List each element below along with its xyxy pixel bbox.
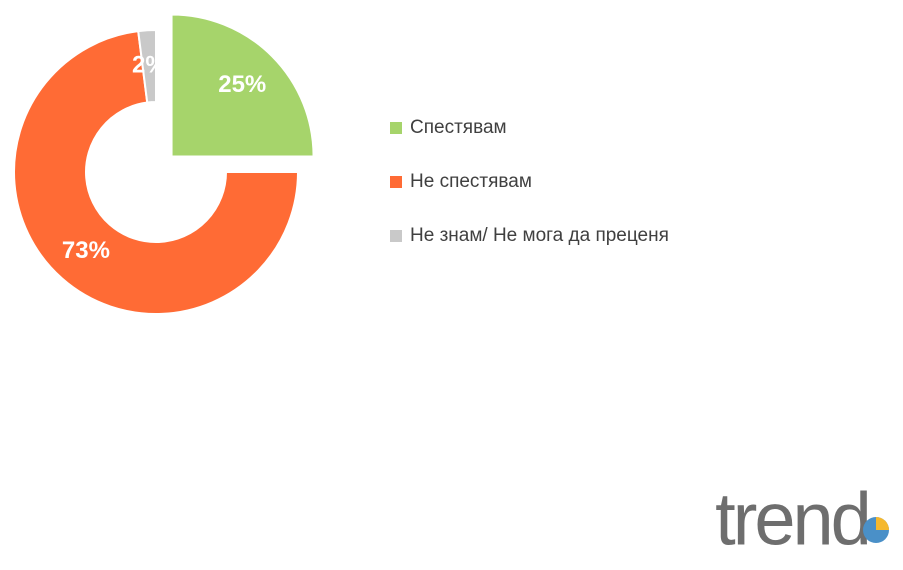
legend-swatch	[390, 122, 402, 134]
legend-swatch	[390, 176, 402, 188]
legend-swatch	[390, 230, 402, 242]
slice	[170, 13, 315, 158]
slice	[13, 29, 300, 315]
legend-label: Не спестявам	[410, 171, 532, 192]
value-label: 2%	[132, 52, 167, 79]
logo: trend	[715, 478, 869, 561]
legend-label: Спестявам	[410, 117, 507, 138]
value-label: 25%	[218, 71, 266, 98]
legend-label: Не знам/ Не мога да преценя	[410, 225, 669, 246]
logo-icon-slice	[876, 517, 889, 530]
value-label: 73%	[62, 237, 110, 264]
slice	[137, 28, 157, 104]
